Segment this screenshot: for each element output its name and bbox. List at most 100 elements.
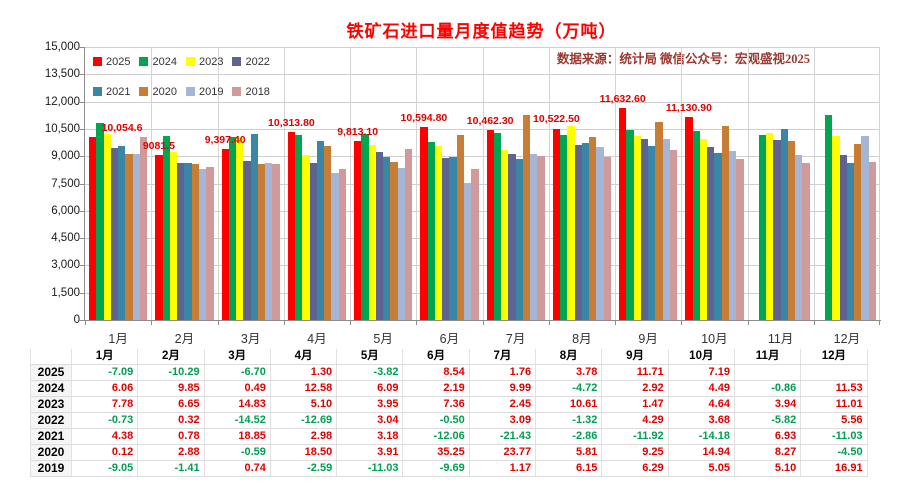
x-tick xyxy=(283,321,285,325)
legend-item-2022: 2022 xyxy=(232,56,270,68)
data-source-note: 数据来源：统计局 微信公众号：宏观盛视2025 xyxy=(556,52,810,66)
bar-2020 xyxy=(456,134,464,320)
table-row: 2024 6.06 9.85 0.49 12.58 6.09 2.19 9.99 -4.72 2.… xyxy=(30,380,868,398)
table-month-header: 12月 xyxy=(800,349,868,366)
bar-2021 xyxy=(118,146,126,320)
v-gridline xyxy=(747,47,749,320)
bar-2020 xyxy=(257,163,266,320)
legend-row: 2025 2024 2023 2022 xyxy=(93,54,270,69)
table-value-cell: 5.10 xyxy=(269,396,338,414)
bar-2018 xyxy=(404,148,413,320)
bar-2018 xyxy=(868,162,876,320)
legend-swatch-icon xyxy=(93,57,102,66)
x-axis-month-label: 7月 xyxy=(505,332,526,346)
bar-2024 xyxy=(626,130,634,320)
bar-2021 xyxy=(184,163,192,320)
bar-2019 xyxy=(861,135,869,320)
table-value-cell: 18.85 xyxy=(203,428,271,446)
table-year-label: 2022 xyxy=(30,412,72,430)
bar-2022 xyxy=(309,163,317,320)
legend-swatch-icon xyxy=(139,57,149,66)
table-value-cell: -2.86 xyxy=(535,428,603,446)
table-month-header: 7月 xyxy=(468,349,537,366)
v-gridline xyxy=(548,47,550,320)
table-value-cell: 6.93 xyxy=(733,428,802,446)
bar-2018 xyxy=(537,156,545,320)
bar-2022 xyxy=(773,140,781,320)
table-value-cell: 6.09 xyxy=(336,380,404,398)
table-value-cell: 0.32 xyxy=(137,412,205,430)
legend-swatch-icon xyxy=(139,87,149,96)
y-tick xyxy=(79,210,84,212)
x-axis-month-label: 4月 xyxy=(307,332,327,346)
y-axis-tick-label: 3,000 xyxy=(51,259,80,272)
v-gridline xyxy=(681,47,683,320)
table-value-cell: 3.95 xyxy=(336,396,404,414)
table-value-cell: 0.12 xyxy=(70,444,139,462)
table-value-cell: 7.19 xyxy=(667,364,735,382)
table-value-cell: 7.78 xyxy=(70,396,139,414)
x-tick xyxy=(350,321,351,325)
bar-value-label: 11,130.90 xyxy=(665,102,712,115)
legend-label: 2024 xyxy=(152,55,177,68)
table-value-cell: -14.18 xyxy=(667,428,735,446)
bar-2021 xyxy=(714,153,722,320)
table-value-cell: -3.82 xyxy=(336,364,404,382)
bar-2019 xyxy=(397,167,405,320)
x-tick xyxy=(747,321,749,325)
bar-2022 xyxy=(574,144,582,320)
table-year-label: 2024 xyxy=(30,380,72,398)
table-value-cell: 11.53 xyxy=(800,380,868,398)
bar-2024 xyxy=(96,123,104,320)
table-value-cell: -9.69 xyxy=(402,460,470,478)
bar-2025 xyxy=(89,137,97,320)
table-row: 2023 7.78 6.65 14.83 5.10 3.95 7.36 2.45 10.61 1.… xyxy=(30,396,868,414)
y-tick xyxy=(79,320,84,321)
table-value-cell: 9.85 xyxy=(137,380,205,398)
bar-value-label: 10,594.80 xyxy=(400,112,448,125)
bar-2018 xyxy=(139,137,148,320)
table-value-cell: 16.91 xyxy=(800,460,868,478)
bar-2020 xyxy=(589,137,597,320)
legend-label: 2023 xyxy=(198,55,224,68)
table-value-cell: 11.01 xyxy=(800,396,868,414)
x-tick xyxy=(615,321,616,325)
bar-2022 xyxy=(375,151,384,320)
table-value-cell: 6.06 xyxy=(70,380,139,398)
legend-row: 2021 2020 2019 2018 xyxy=(93,84,270,99)
table-value-cell: -9.05 xyxy=(70,460,139,478)
table-value-cell: -4.50 xyxy=(800,444,868,462)
x-tick xyxy=(85,321,86,325)
table-value-cell xyxy=(733,364,802,382)
table-value-cell: 1.17 xyxy=(468,460,537,478)
bar-2025 xyxy=(420,127,428,320)
table-month-header: 5月 xyxy=(336,349,404,366)
bar-2023 xyxy=(236,137,244,320)
legend-label: 2018 xyxy=(245,85,270,98)
chart-title: 铁矿石进口量月度值趋势（万吨） xyxy=(346,22,617,41)
x-axis-month-label: 12月 xyxy=(833,332,861,346)
v-gridline xyxy=(482,47,484,320)
x-tick xyxy=(151,321,153,325)
table-value-cell: 0.78 xyxy=(137,428,205,446)
y-tick xyxy=(79,183,84,185)
table-value-cell: 0.74 xyxy=(203,460,271,478)
table-value-cell: 6.29 xyxy=(601,460,669,478)
bar-2021 xyxy=(846,163,855,320)
table-value-cell: 18.50 xyxy=(269,444,338,462)
bar-2022 xyxy=(707,147,715,320)
y-tick xyxy=(79,238,84,240)
table-value-cell: 5.05 xyxy=(667,460,735,478)
v-gridline xyxy=(879,47,880,320)
table-month-header: 1月 xyxy=(70,349,139,366)
bar-2023 xyxy=(103,134,111,320)
y-tick xyxy=(79,47,84,48)
bar-value-label: 10,054.6 xyxy=(101,122,143,134)
bar-2023 xyxy=(434,146,443,320)
bar-2020 xyxy=(191,164,199,320)
table-value-cell: 5.10 xyxy=(733,460,802,478)
table-value-cell: 2.45 xyxy=(468,396,537,414)
table-value-cell: 1.30 xyxy=(269,364,338,382)
table-corner-cell xyxy=(30,349,72,366)
bar-2024 xyxy=(692,131,700,320)
